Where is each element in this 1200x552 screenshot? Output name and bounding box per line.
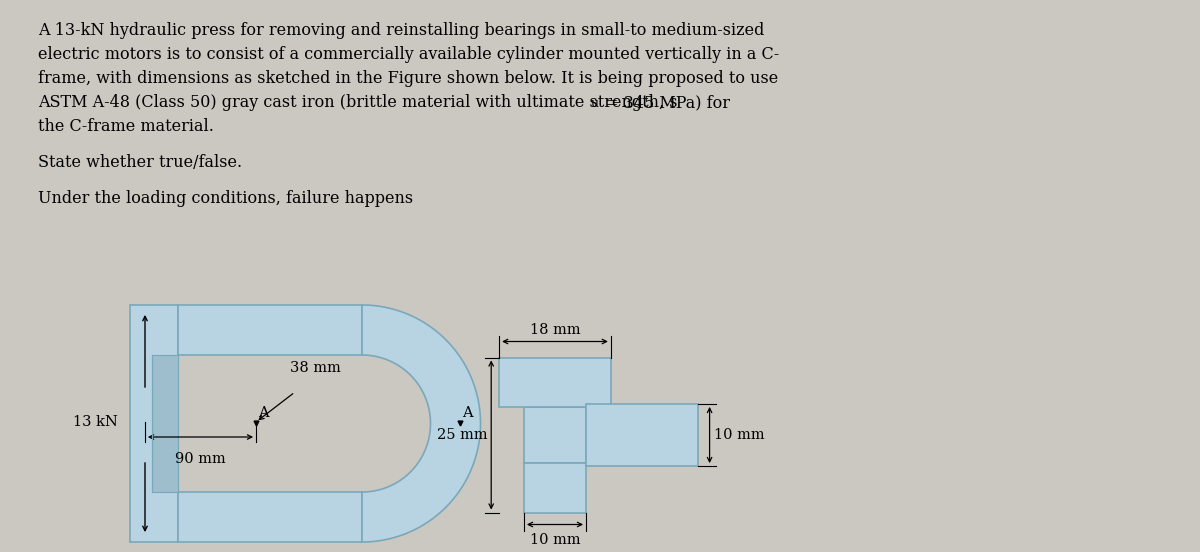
Polygon shape	[178, 305, 362, 355]
Polygon shape	[586, 404, 697, 466]
Polygon shape	[152, 355, 178, 492]
Text: u: u	[592, 97, 599, 110]
Polygon shape	[178, 492, 362, 542]
Text: = 345 MPa) for: = 345 MPa) for	[605, 94, 730, 111]
Text: 38 mm: 38 mm	[290, 361, 341, 375]
Text: 10 mm: 10 mm	[529, 533, 581, 546]
Polygon shape	[130, 305, 178, 542]
Text: frame, with dimensions as sketched in the Figure shown below. It is being propos: frame, with dimensions as sketched in th…	[38, 70, 779, 87]
Text: 10 mm: 10 mm	[714, 428, 764, 442]
Text: 13 kN: 13 kN	[73, 415, 118, 429]
Polygon shape	[524, 463, 586, 512]
Text: Under the loading conditions, failure happens: Under the loading conditions, failure ha…	[38, 190, 413, 207]
Polygon shape	[524, 407, 586, 463]
Polygon shape	[362, 305, 480, 542]
Polygon shape	[499, 358, 611, 407]
Text: 25 mm: 25 mm	[437, 428, 487, 442]
Text: A 13-kN hydraulic press for removing and reinstalling bearings in small-to mediu: A 13-kN hydraulic press for removing and…	[38, 22, 764, 39]
Text: State whether true/false.: State whether true/false.	[38, 154, 242, 171]
Text: ASTM A-48 (Class 50) gray cast iron (brittle material with ultimate strength, s: ASTM A-48 (Class 50) gray cast iron (bri…	[38, 94, 678, 111]
Text: electric motors is to consist of a commercially available cylinder mounted verti: electric motors is to consist of a comme…	[38, 46, 779, 63]
Text: 90 mm: 90 mm	[175, 452, 226, 466]
Text: the C-frame material.: the C-frame material.	[38, 118, 214, 135]
Text: A: A	[462, 406, 473, 420]
Text: 18 mm: 18 mm	[529, 323, 581, 337]
Text: A: A	[258, 406, 269, 420]
